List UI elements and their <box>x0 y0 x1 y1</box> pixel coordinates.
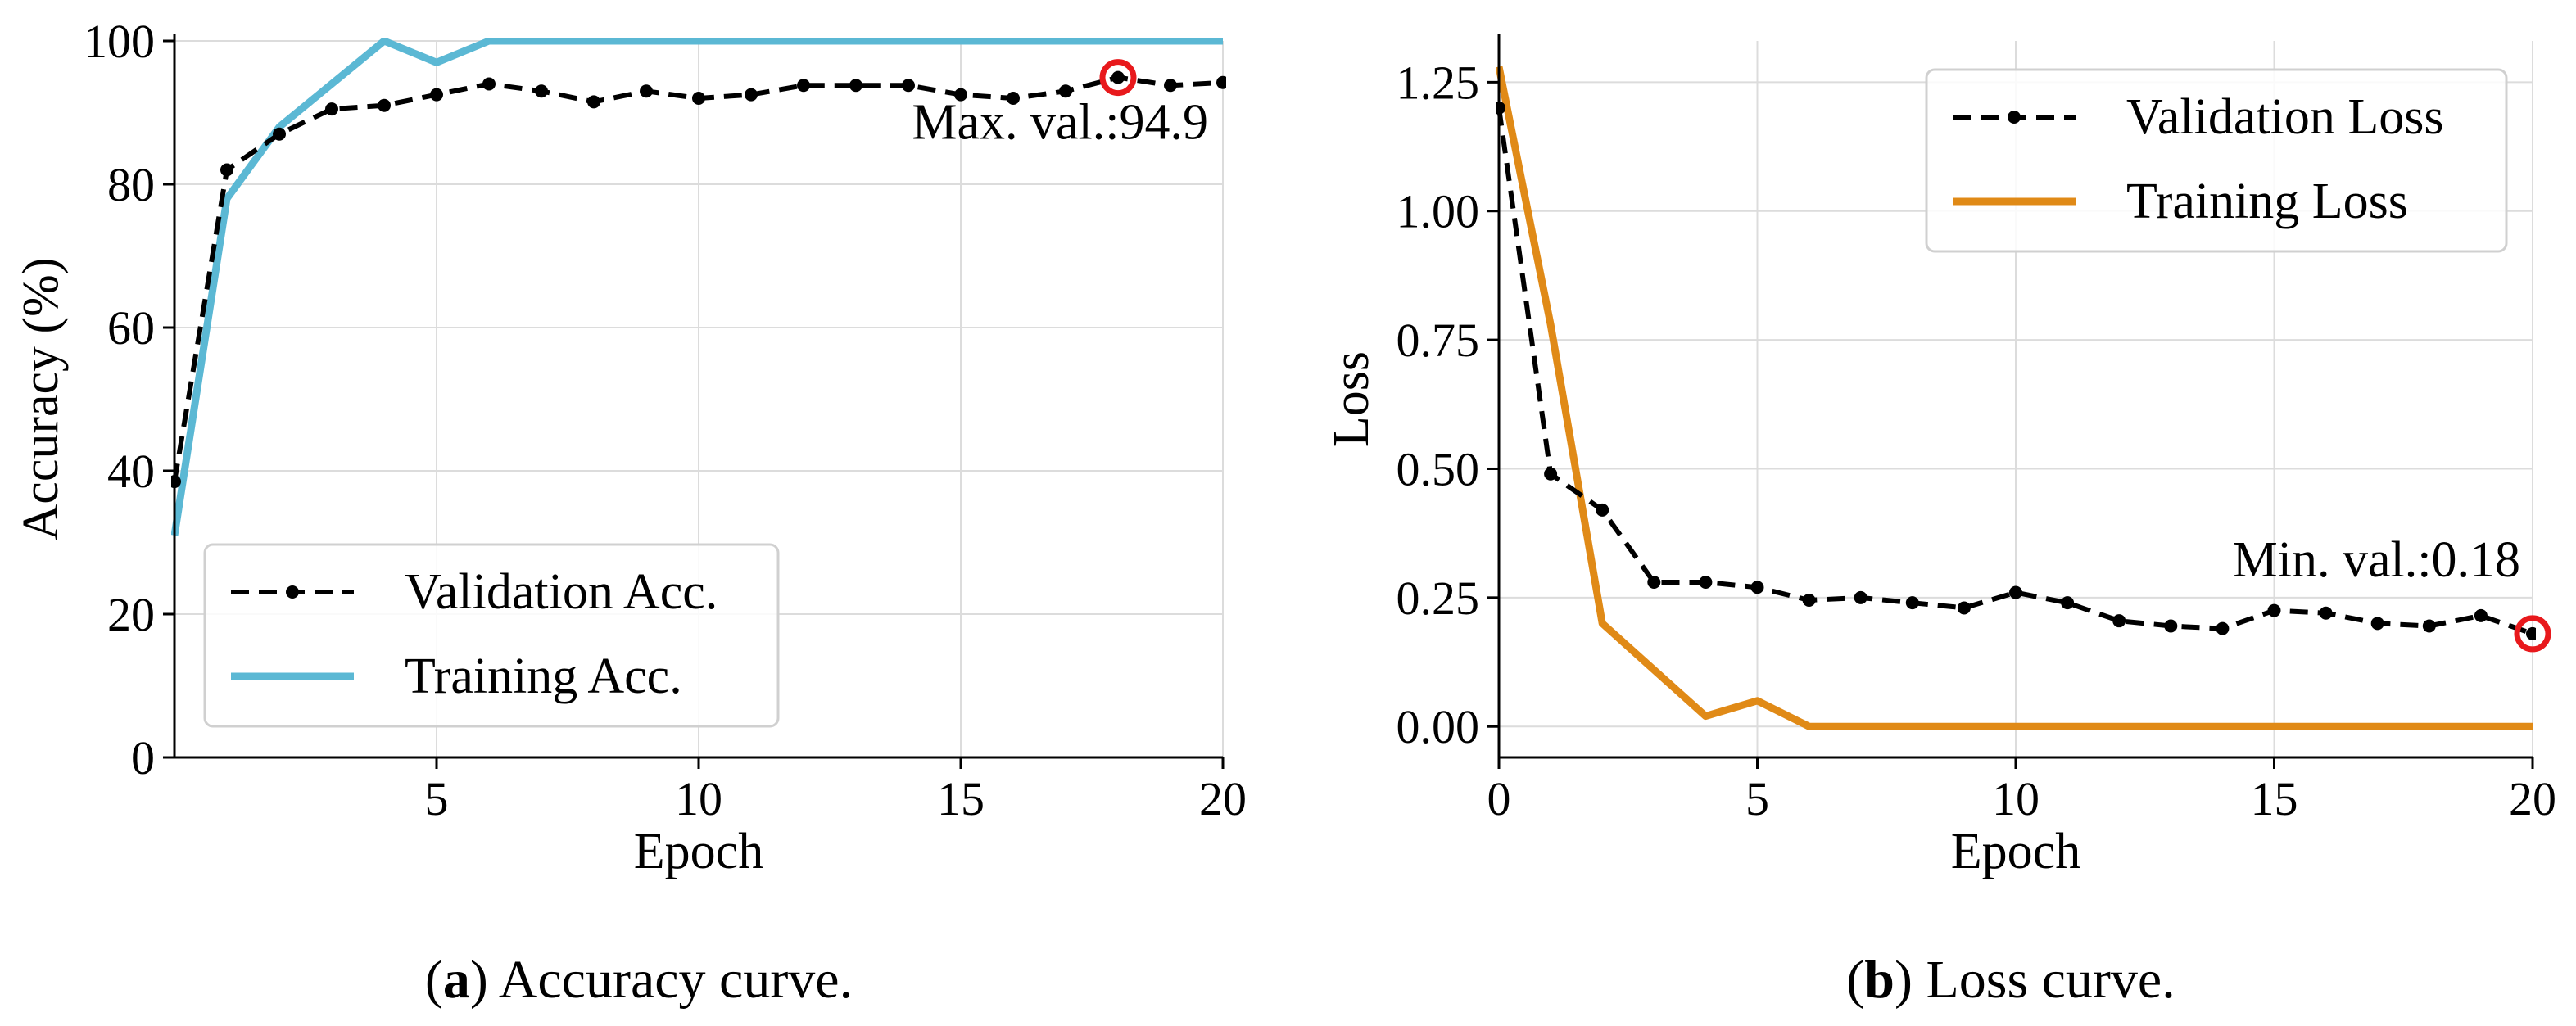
y-tick-label: 1.00 <box>1397 185 1480 238</box>
legend-label-validation-acc: Validation Acc. <box>405 564 718 620</box>
x-tick-label: 5 <box>425 772 449 825</box>
y-tick-label: 0.50 <box>1397 442 1480 495</box>
y-tick-label: 20 <box>107 588 155 641</box>
legend-label-training-acc: Training Acc. <box>405 649 682 704</box>
x-tick-label: 20 <box>2509 772 2556 825</box>
legend-dot-validation-loss <box>2008 111 2021 124</box>
data-point-validation-acc <box>1059 84 1072 98</box>
data-point-validation-loss <box>1905 596 1919 610</box>
x-tick-label: 15 <box>2251 772 2298 825</box>
caption-paren-open: ( <box>1846 950 1864 1010</box>
x-tick-label: 10 <box>675 772 722 825</box>
caption-panel-label: b <box>1864 950 1895 1010</box>
x-tick-label: 20 <box>1199 772 1247 825</box>
data-point-validation-acc <box>482 77 496 91</box>
chart-panel-a: Max. val.:94.9 5 10 15 20 0 20 40 60 80 100 Epoch Ac… <box>13 15 1247 1010</box>
data-point-validation-loss <box>1957 601 1971 615</box>
data-point-validation-acc <box>849 79 862 93</box>
data-point-validation-acc <box>745 88 758 102</box>
data-point-validation-acc <box>640 84 653 98</box>
data-point-validation-acc <box>378 98 391 112</box>
y-tick-label: 40 <box>107 445 155 498</box>
caption-paren-open: ( <box>425 950 443 1010</box>
series-line-validation-loss <box>1496 107 2533 636</box>
data-point-validation-loss <box>1854 590 1867 604</box>
caption-paren-close: ) <box>470 950 499 1010</box>
data-point-validation-loss <box>2061 596 2075 610</box>
data-point-validation-loss <box>1699 575 1713 589</box>
x-tick-label: 0 <box>1487 772 1511 825</box>
y-tick-label: 0 <box>131 731 155 784</box>
data-point-validation-acc <box>902 79 915 93</box>
legend: Validation Loss Training Loss <box>1925 68 2508 253</box>
data-point-validation-loss <box>1596 503 1609 517</box>
data-point-validation-loss <box>2112 614 2126 628</box>
data-point-validation-acc <box>325 102 338 116</box>
y-tick-label: 1.25 <box>1397 56 1480 109</box>
x-axis-label: Epoch <box>634 824 763 879</box>
series-line-training-acc <box>171 38 1223 536</box>
legend-dot-validation-acc <box>286 585 299 599</box>
caption-text: Loss curve. <box>1926 950 2175 1010</box>
y-tick-label: 80 <box>107 158 155 211</box>
annotation-text: Min. val.:0.18 <box>2233 532 2520 588</box>
y-tick-label: 100 <box>84 15 155 68</box>
data-point-validation-acc <box>220 163 233 177</box>
x-axis-label: Epoch <box>1951 824 2080 879</box>
data-point-validation-acc <box>954 88 967 102</box>
legend: Validation Acc. Training Acc. <box>203 543 780 728</box>
data-point-validation-acc <box>797 79 810 93</box>
data-point-validation-loss <box>2009 585 2022 599</box>
annotation-text: Max. val.:94.9 <box>912 95 1208 151</box>
data-point-validation-loss <box>2474 608 2488 622</box>
data-point-validation-acc <box>1164 79 1177 93</box>
x-tick-label: 5 <box>1745 772 1769 825</box>
data-point-validation-loss <box>1802 594 1816 608</box>
y-tick-label: 0.25 <box>1397 572 1480 625</box>
data-point-validation-acc <box>273 127 286 141</box>
y-tick-label: 60 <box>107 301 155 355</box>
x-tick-label: 15 <box>937 772 985 825</box>
data-point-validation-loss <box>2526 626 2536 640</box>
annotation-marker <box>2514 615 2551 653</box>
annotation-marker <box>1099 59 1137 97</box>
y-tick-label: 0.00 <box>1397 700 1480 753</box>
y-axis-label: Accuracy (%) <box>13 258 69 541</box>
data-point-validation-loss <box>1750 581 1764 594</box>
data-point-validation-loss <box>1647 575 1661 589</box>
legend-label-validation-loss: Validation Loss <box>2126 89 2443 145</box>
caption-text: Accuracy curve. <box>499 950 853 1010</box>
data-point-validation-acc <box>1007 92 1020 105</box>
data-point-validation-loss <box>2216 621 2230 635</box>
data-point-validation-loss <box>2164 619 2178 633</box>
figure-caption: (b) Loss curve. <box>1846 950 2175 1010</box>
y-axis-label: Loss <box>1324 351 1379 447</box>
data-point-validation-acc <box>430 88 443 102</box>
data-point-validation-acc <box>1111 70 1125 84</box>
caption-paren-close: ) <box>1895 950 1926 1010</box>
legend-label-training-loss: Training Loss <box>2126 174 2408 229</box>
series-line-training-loss <box>1496 66 2533 730</box>
data-point-validation-loss <box>1544 467 1558 481</box>
data-point-validation-loss <box>2370 617 2384 631</box>
data-point-validation-loss <box>2422 619 2436 633</box>
data-point-validation-acc <box>535 84 548 98</box>
data-point-validation-acc <box>692 92 705 105</box>
y-tick-label: 0.75 <box>1397 314 1480 367</box>
data-point-validation-acc <box>587 95 600 109</box>
data-point-validation-loss <box>2267 603 2281 617</box>
chart-panel-b: Min. val.:0.18 0 5 10 15 20 0.00 0.25 0.50 0.75 1.… <box>1324 34 2556 1010</box>
data-point-validation-loss <box>2319 606 2333 620</box>
x-tick-label: 10 <box>1992 772 2040 825</box>
data-point-validation-acc <box>1216 75 1226 89</box>
caption-panel-label: a <box>443 950 470 1010</box>
figure-caption: (a) Accuracy curve. <box>425 950 853 1010</box>
